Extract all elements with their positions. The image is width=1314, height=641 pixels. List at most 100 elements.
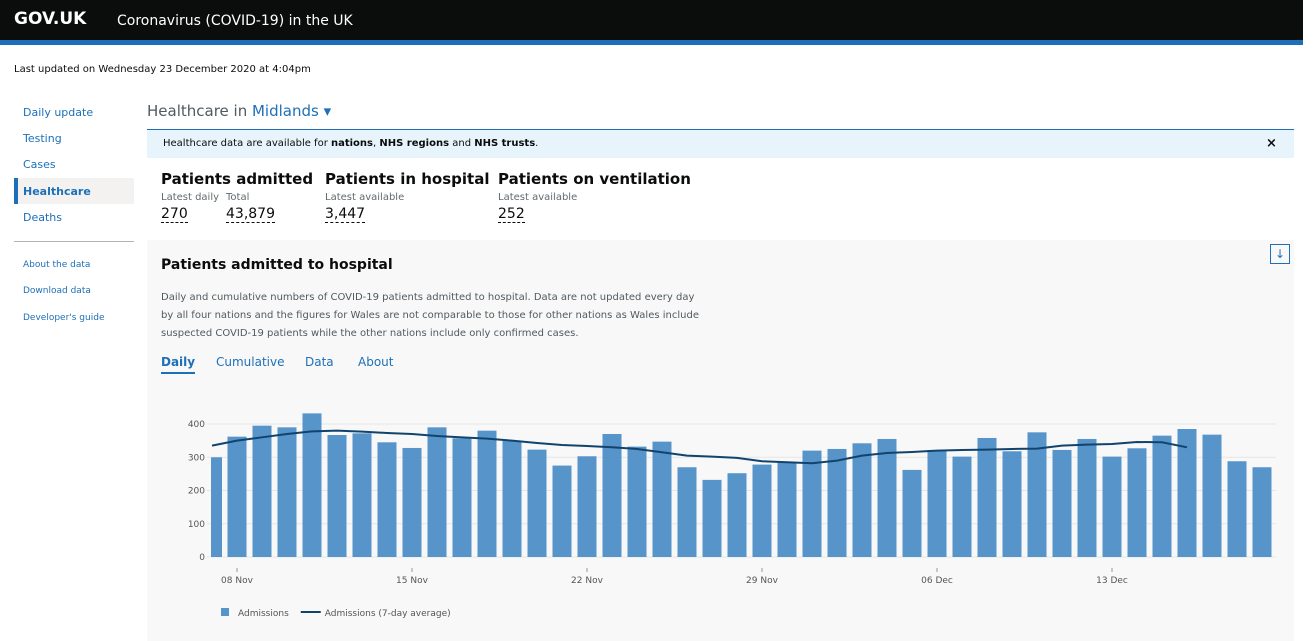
x-tick-label: 29 Nov	[746, 576, 779, 586]
bar	[1052, 449, 1072, 557]
bar	[777, 462, 797, 557]
y-tick-label: 100	[188, 520, 205, 530]
nav-link[interactable]: Daily update	[23, 106, 94, 119]
link[interactable]: NHS regions	[379, 138, 450, 149]
banner-text: Healthcare data are available for nation…	[163, 138, 538, 149]
bar	[402, 447, 422, 557]
metric-title: Patients admitted	[161, 170, 314, 188]
bar	[352, 433, 372, 557]
metric-label: Latest available	[325, 192, 405, 203]
bar	[1152, 435, 1172, 557]
x-tick-label: 08 Nov	[221, 576, 254, 586]
metric-value: 252	[498, 206, 525, 223]
last-updated: Last updated on Wednesday 23 December 20…	[14, 64, 311, 75]
bar	[1202, 434, 1222, 557]
tab[interactable]: Daily	[161, 355, 196, 374]
bar	[727, 473, 747, 557]
bar	[1077, 438, 1097, 557]
nav-link[interactable]: Deaths	[23, 211, 62, 224]
bar	[1027, 432, 1047, 557]
x-tick-label: 13 Dec	[1096, 576, 1128, 586]
average-line	[211, 429, 1188, 465]
bar	[952, 456, 972, 557]
metric-label: Total	[226, 192, 250, 203]
tab[interactable]: Data	[305, 355, 334, 369]
heading-text: Healthcare in	[147, 102, 248, 120]
bar	[327, 434, 347, 557]
area-select[interactable]: Midlands ▾	[251, 102, 332, 120]
bar	[252, 425, 272, 557]
metric-label: Latest available	[498, 192, 578, 203]
bar	[1127, 448, 1147, 557]
y-tick-label: 400	[188, 420, 205, 430]
bar	[927, 449, 947, 557]
bar	[302, 413, 322, 557]
nav-link[interactable]: Healthcare	[23, 185, 91, 198]
t: ,	[373, 138, 380, 149]
y-tick-label: 0	[199, 553, 205, 563]
bar	[1002, 451, 1022, 557]
banner: Healthcare data are available for nation…	[147, 129, 1294, 158]
bar	[427, 427, 447, 557]
bar	[802, 450, 822, 557]
metric-label: Latest daily	[161, 192, 220, 203]
bar	[827, 448, 847, 557]
tab[interactable]: Cumulative	[216, 355, 285, 369]
header-title: Coronavirus (COVID-19) in the UK	[117, 13, 353, 29]
nav-divider	[14, 241, 134, 242]
bar	[527, 449, 547, 557]
metric: Patients in hospital Latest available 3,4…	[325, 170, 490, 223]
tab[interactable]: About	[358, 355, 394, 369]
t: Healthcare data are available for	[163, 138, 331, 149]
y-tick-label: 300	[188, 453, 205, 463]
area-name: Midlands	[251, 102, 319, 120]
bar	[1177, 429, 1197, 557]
logo[interactable]: GOV.UK	[14, 9, 87, 29]
t: and	[449, 138, 475, 149]
bar	[452, 438, 472, 557]
bar	[577, 456, 597, 557]
nav-link[interactable]: Testing	[23, 132, 62, 145]
legend-label: Admissions	[238, 609, 289, 619]
bar	[1102, 456, 1122, 557]
bar	[877, 438, 897, 557]
nav-link[interactable]: Cases	[23, 158, 56, 171]
nav-link[interactable]: Download data	[23, 286, 91, 296]
bar	[477, 430, 497, 557]
bar	[377, 442, 397, 557]
nav-link[interactable]: Developer's guide	[23, 313, 105, 323]
nav-active	[14, 178, 134, 204]
bar	[627, 446, 647, 557]
metric-value: 270	[161, 206, 188, 223]
close[interactable]: ×	[1266, 136, 1277, 151]
metric: Patients on ventilation Latest available…	[498, 170, 691, 223]
bar	[227, 436, 247, 557]
card-description: Daily and cumulative numbers of COVID-19…	[161, 292, 699, 339]
metric: Patients admitted Latest daily 270 Total 4…	[161, 170, 314, 223]
nav-link[interactable]: About the data	[23, 260, 91, 270]
bar	[211, 457, 222, 557]
bar	[552, 465, 572, 557]
bar	[502, 440, 522, 557]
legend-swatch	[221, 608, 229, 616]
bar	[1227, 461, 1247, 557]
bar	[752, 464, 772, 557]
bar	[902, 469, 922, 557]
metric-title: Patients in hospital	[325, 170, 490, 188]
bar	[977, 437, 997, 557]
link[interactable]: NHS trusts	[474, 138, 536, 149]
t: .	[535, 138, 539, 149]
card-title: Patients admitted to hospital	[161, 257, 393, 273]
x-tick-label: 06 Dec	[921, 576, 953, 586]
legend-label: Admissions (7-day average)	[325, 609, 451, 619]
y-tick-label: 200	[188, 487, 205, 497]
header: GOV.UK Coronavirus (COVID-19) in the UK	[0, 0, 1303, 40]
bar	[702, 479, 722, 557]
bar	[852, 443, 872, 557]
link[interactable]: nations	[330, 138, 374, 149]
bar	[602, 433, 622, 557]
bar	[652, 441, 672, 557]
download-icon[interactable]: ↓	[1270, 244, 1290, 264]
